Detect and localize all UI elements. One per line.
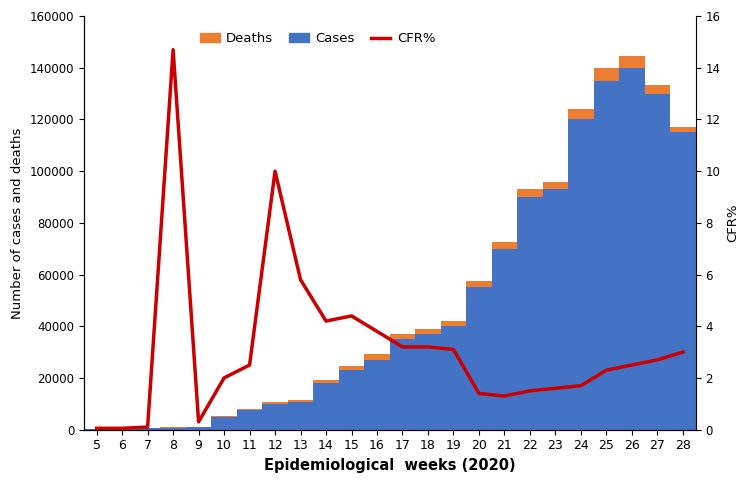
Y-axis label: CFR%: CFR% <box>726 204 739 242</box>
Bar <box>620 56 645 68</box>
Bar <box>492 249 517 430</box>
Bar <box>390 339 416 430</box>
CFR% <box>347 313 356 319</box>
CFR% <box>398 344 407 350</box>
CFR% <box>271 168 280 174</box>
Bar <box>416 329 441 334</box>
CFR% <box>653 357 662 363</box>
Bar <box>314 383 339 430</box>
CFR% <box>424 344 433 350</box>
Bar <box>568 109 594 120</box>
Bar <box>390 334 416 339</box>
CFR% <box>526 388 535 394</box>
Bar <box>466 287 492 430</box>
Bar <box>441 321 466 326</box>
CFR% <box>475 391 484 396</box>
Bar <box>262 404 288 430</box>
Bar <box>594 81 619 430</box>
Bar <box>518 189 543 197</box>
Bar <box>364 354 390 360</box>
CFR% <box>449 347 458 352</box>
CFR% <box>245 362 254 368</box>
Line: CFR%: CFR% <box>97 50 682 428</box>
Bar <box>262 402 288 404</box>
Bar <box>237 409 262 410</box>
Bar <box>364 360 390 430</box>
CFR% <box>602 367 611 373</box>
Bar <box>492 242 517 249</box>
Bar <box>441 326 466 430</box>
Bar <box>645 93 670 430</box>
Bar <box>518 197 543 430</box>
CFR% <box>92 425 101 431</box>
CFR% <box>194 419 203 425</box>
Y-axis label: Number of cases and deaths: Number of cases and deaths <box>11 127 24 318</box>
Bar <box>645 85 670 93</box>
Bar <box>288 403 314 430</box>
Bar <box>288 400 314 403</box>
CFR% <box>118 425 127 431</box>
CFR% <box>373 329 382 334</box>
Bar <box>160 427 186 430</box>
Bar <box>211 417 237 430</box>
CFR% <box>628 362 637 368</box>
Legend: Deaths, Cases, CFR%: Deaths, Cases, CFR% <box>194 27 441 50</box>
CFR% <box>500 393 509 399</box>
Bar <box>186 427 211 430</box>
Bar <box>339 370 364 430</box>
Bar <box>314 380 339 383</box>
Bar <box>211 416 237 417</box>
Bar <box>543 189 568 430</box>
CFR% <box>220 375 229 381</box>
Bar <box>84 429 110 430</box>
CFR% <box>169 47 178 53</box>
Bar <box>594 68 619 81</box>
CFR% <box>143 424 152 430</box>
Bar <box>466 281 492 287</box>
CFR% <box>322 318 331 324</box>
Bar <box>670 133 695 430</box>
Bar <box>568 120 594 430</box>
X-axis label: Epidemiological  weeks (2020): Epidemiological weeks (2020) <box>264 458 515 473</box>
Bar <box>135 428 160 430</box>
Bar <box>670 127 695 133</box>
Bar <box>416 334 441 430</box>
Bar <box>110 429 135 430</box>
CFR% <box>577 383 586 389</box>
Bar <box>543 182 568 189</box>
CFR% <box>296 277 305 283</box>
Bar <box>620 68 645 430</box>
Bar <box>339 365 364 370</box>
Bar <box>237 410 262 430</box>
CFR% <box>678 349 687 355</box>
CFR% <box>551 385 560 391</box>
